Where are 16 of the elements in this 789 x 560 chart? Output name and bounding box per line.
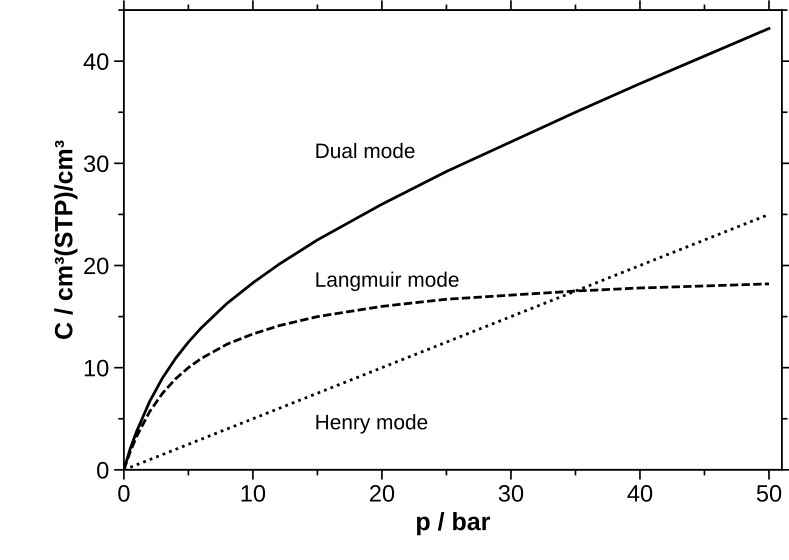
series-label: Langmuir mode (316, 272, 459, 292)
y-axis-title: C / cm³(STP)/cm³ (54, 140, 78, 339)
x-tick-label: 50 (756, 485, 782, 502)
x-tick-label: 40 (627, 485, 652, 502)
y-tick-label: 0 (97, 462, 108, 479)
y-tick-label: 30 (84, 155, 108, 172)
series-label: Henry mode (316, 414, 428, 434)
series-label: Dual mode (316, 142, 415, 158)
x-tick-label: 30 (498, 485, 524, 502)
x-axis-title: p / bar (417, 512, 490, 536)
y-tick-label: 20 (84, 258, 108, 274)
y-tick-label: 10 (84, 360, 108, 376)
x-tick-label: 10 (242, 485, 266, 502)
x-tick-label: 0 (118, 485, 130, 502)
y-tick-label: 40 (84, 53, 108, 70)
x-tick-label: 20 (370, 485, 394, 502)
